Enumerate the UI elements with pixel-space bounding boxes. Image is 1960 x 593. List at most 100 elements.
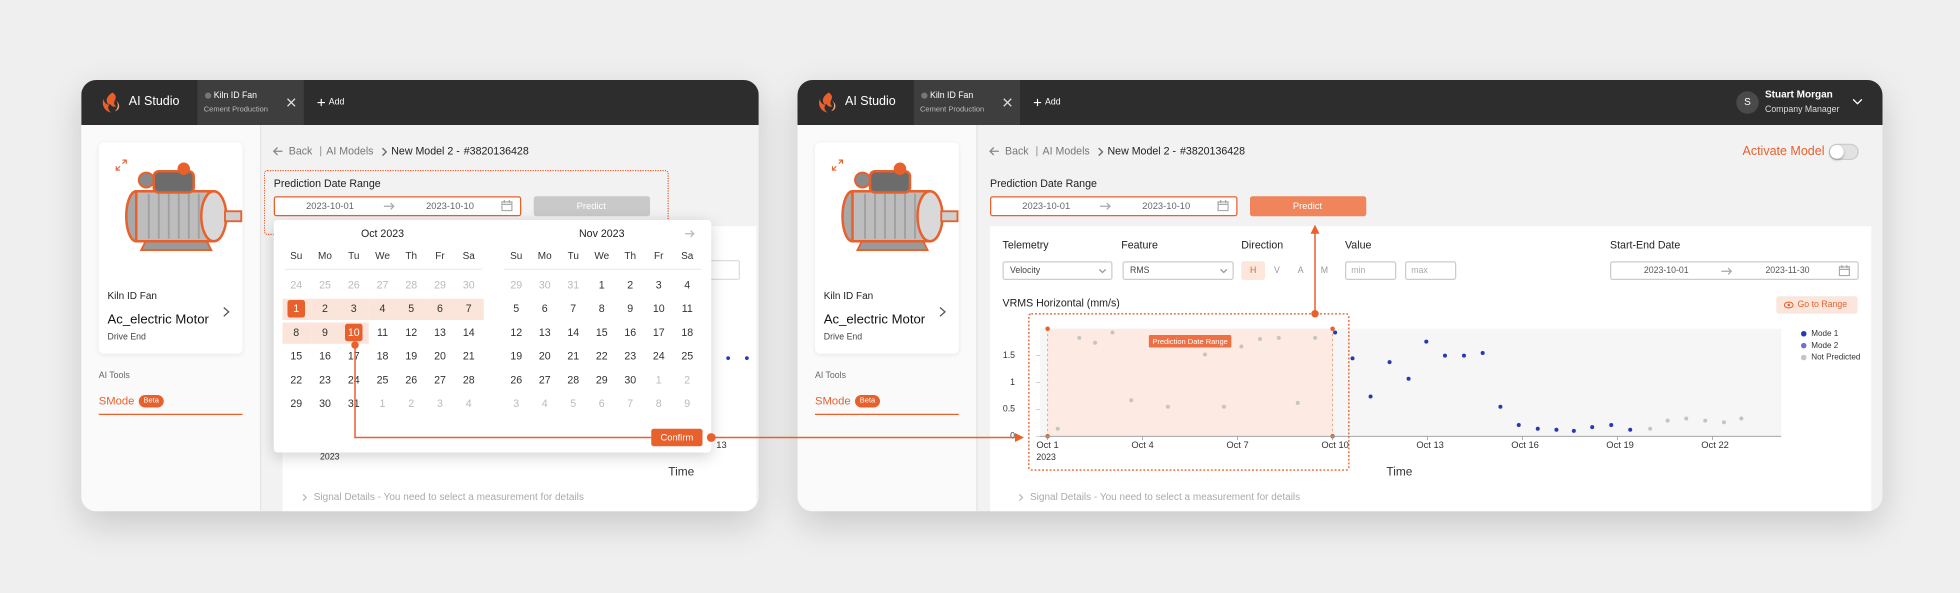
day[interactable]: 1 bbox=[379, 397, 386, 410]
day[interactable]: 1 bbox=[598, 278, 605, 291]
day[interactable]: 9 bbox=[627, 302, 634, 315]
day[interactable]: 5 bbox=[513, 302, 520, 315]
day[interactable]: 19 bbox=[510, 349, 523, 363]
add-icon[interactable] bbox=[1033, 98, 1042, 107]
day[interactable]: 14 bbox=[567, 325, 580, 339]
day[interactable]: 18 bbox=[681, 325, 694, 339]
signal-details[interactable]: Signal Details - You need to select a me… bbox=[1030, 491, 1301, 503]
day[interactable]: 27 bbox=[434, 373, 446, 386]
back-link[interactable]: Back bbox=[1005, 144, 1029, 158]
day[interactable]: 16 bbox=[319, 349, 331, 363]
day[interactable]: 6 bbox=[541, 302, 548, 315]
day[interactable]: 15 bbox=[595, 325, 608, 339]
day[interactable]: 3 bbox=[513, 397, 520, 410]
day[interactable]: 19 bbox=[405, 349, 418, 363]
user-menu[interactable] bbox=[1852, 98, 1863, 105]
day[interactable]: 17 bbox=[347, 349, 360, 363]
confirm-label[interactable]: Confirm bbox=[660, 431, 694, 443]
day[interactable]: 29 bbox=[510, 278, 523, 291]
day[interactable]: 4 bbox=[684, 278, 691, 291]
day[interactable]: 6 bbox=[437, 302, 443, 315]
details-chevron[interactable] bbox=[302, 493, 308, 502]
day[interactable]: 2 bbox=[322, 302, 328, 315]
day[interactable]: 30 bbox=[462, 278, 475, 291]
day[interactable]: 9 bbox=[322, 325, 328, 339]
day[interactable]: 14 bbox=[462, 325, 475, 339]
day[interactable]: 8 bbox=[598, 302, 605, 315]
day[interactable]: 29 bbox=[434, 278, 446, 291]
back-icon[interactable] bbox=[272, 146, 284, 156]
day[interactable]: 1 bbox=[655, 373, 662, 386]
go-to-range-button[interactable] bbox=[1776, 296, 1858, 314]
day[interactable]: 8 bbox=[655, 397, 662, 410]
day[interactable]: 1 bbox=[293, 302, 300, 315]
calendar-icon[interactable] bbox=[1217, 200, 1229, 212]
day[interactable]: 5 bbox=[570, 397, 577, 410]
day[interactable]: 22 bbox=[595, 349, 608, 363]
day[interactable]: 25 bbox=[376, 373, 389, 386]
min-input[interactable] bbox=[1345, 261, 1397, 280]
day[interactable]: 12 bbox=[510, 325, 523, 339]
day[interactable]: 17 bbox=[652, 325, 665, 339]
avatar[interactable] bbox=[1736, 91, 1759, 114]
day[interactable]: 5 bbox=[408, 302, 415, 315]
day[interactable]: 20 bbox=[434, 349, 446, 363]
date-range-input[interactable] bbox=[990, 196, 1238, 217]
day[interactable]: 28 bbox=[462, 373, 475, 386]
calendar-icon[interactable] bbox=[1838, 265, 1850, 277]
back-icon[interactable] bbox=[989, 146, 1000, 156]
add-tab[interactable]: Add bbox=[328, 98, 345, 107]
day[interactable]: 30 bbox=[624, 373, 637, 386]
day[interactable]: 7 bbox=[627, 397, 634, 410]
day[interactable]: 28 bbox=[405, 278, 418, 291]
day[interactable]: 26 bbox=[347, 278, 360, 291]
day[interactable]: 24 bbox=[347, 373, 360, 386]
direction-button[interactable] bbox=[1288, 261, 1313, 280]
add-tab[interactable]: Add bbox=[1045, 98, 1061, 107]
day[interactable]: 30 bbox=[538, 278, 551, 291]
day[interactable]: 21 bbox=[462, 349, 475, 363]
day[interactable]: 6 bbox=[598, 397, 605, 410]
day[interactable]: 10 bbox=[652, 302, 665, 315]
go-to-range[interactable]: Go to Range bbox=[1797, 300, 1848, 310]
signal-details[interactable]: Signal Details - You need to select a me… bbox=[313, 491, 584, 503]
date-range-input[interactable] bbox=[273, 196, 522, 217]
card-chevron[interactable] bbox=[939, 306, 947, 317]
day[interactable]: 2 bbox=[684, 373, 691, 386]
direction-button[interactable] bbox=[1265, 261, 1289, 280]
telemetry-select[interactable] bbox=[1002, 261, 1113, 280]
predict-label[interactable]: Predict bbox=[1292, 200, 1323, 212]
day[interactable]: 4 bbox=[541, 397, 548, 410]
day[interactable]: 25 bbox=[681, 349, 694, 363]
max-input[interactable] bbox=[1405, 261, 1457, 280]
feature-select[interactable] bbox=[1122, 261, 1234, 280]
day[interactable]: 21 bbox=[567, 349, 580, 363]
tab[interactable] bbox=[197, 80, 304, 125]
day[interactable]: 22 bbox=[290, 373, 303, 386]
day[interactable]: 27 bbox=[376, 278, 389, 291]
day[interactable]: 27 bbox=[538, 373, 551, 386]
day[interactable]: 13 bbox=[538, 325, 551, 339]
day[interactable]: 31 bbox=[567, 278, 580, 291]
day[interactable]: 11 bbox=[681, 302, 693, 315]
day[interactable]: 24 bbox=[652, 349, 665, 363]
day[interactable]: 15 bbox=[290, 349, 303, 363]
day[interactable]: 18 bbox=[376, 349, 389, 363]
day[interactable]: 9 bbox=[684, 397, 691, 410]
card-chevron[interactable] bbox=[223, 306, 231, 317]
day[interactable]: 24 bbox=[290, 278, 303, 291]
day[interactable]: 7 bbox=[570, 302, 577, 315]
day[interactable]: 2 bbox=[627, 278, 634, 291]
day[interactable]: 29 bbox=[290, 397, 303, 410]
day[interactable]: 26 bbox=[510, 373, 523, 386]
tab-close[interactable] bbox=[286, 98, 296, 108]
direction-button[interactable] bbox=[1241, 261, 1265, 280]
back-link[interactable]: Back bbox=[288, 144, 313, 158]
day[interactable]: 4 bbox=[465, 397, 472, 410]
crumb-parent[interactable]: AI Models bbox=[326, 144, 374, 158]
day[interactable]: 25 bbox=[319, 278, 331, 291]
day[interactable]: 23 bbox=[624, 349, 637, 363]
day[interactable]: 3 bbox=[350, 302, 357, 315]
predict-button[interactable] bbox=[1250, 196, 1367, 217]
tool-link[interactable]: SMode bbox=[815, 394, 851, 407]
